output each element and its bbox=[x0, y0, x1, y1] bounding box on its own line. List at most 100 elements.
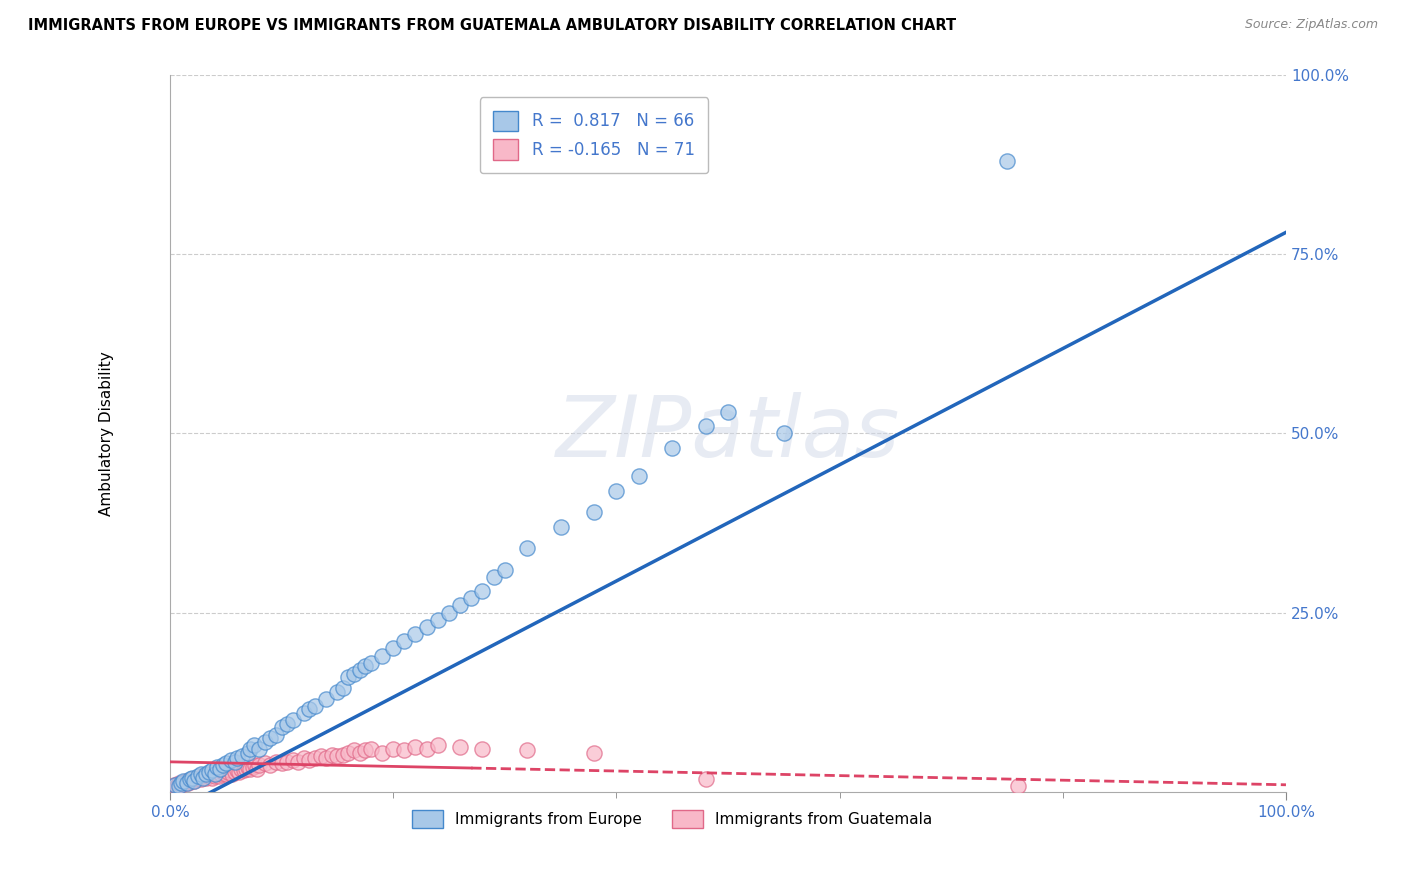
Point bbox=[276, 716, 298, 731]
Point bbox=[349, 663, 371, 677]
Point bbox=[172, 774, 194, 789]
Text: ZIPatlas: ZIPatlas bbox=[555, 392, 900, 475]
Point bbox=[204, 767, 226, 781]
Point bbox=[187, 769, 209, 783]
Point bbox=[661, 441, 683, 455]
Point bbox=[394, 634, 416, 648]
Point bbox=[197, 769, 219, 783]
Point bbox=[253, 735, 276, 749]
Point bbox=[179, 772, 201, 786]
Point bbox=[221, 753, 243, 767]
Point bbox=[201, 764, 224, 778]
Point bbox=[550, 519, 572, 533]
Point bbox=[292, 706, 315, 720]
Point bbox=[582, 746, 605, 760]
Point bbox=[186, 772, 208, 786]
Point bbox=[382, 641, 405, 656]
Point bbox=[281, 753, 304, 767]
Point bbox=[382, 742, 405, 756]
Point bbox=[225, 750, 247, 764]
Point bbox=[516, 743, 538, 757]
Point bbox=[360, 742, 382, 756]
Point bbox=[360, 656, 382, 670]
Point bbox=[276, 755, 298, 769]
Point bbox=[326, 684, 349, 698]
Point bbox=[695, 772, 717, 786]
Point bbox=[247, 757, 270, 772]
Text: IMMIGRANTS FROM EUROPE VS IMMIGRANTS FROM GUATEMALA AMBULATORY DISABILITY CORREL: IMMIGRANTS FROM EUROPE VS IMMIGRANTS FRO… bbox=[28, 18, 956, 33]
Point bbox=[242, 739, 264, 753]
Point bbox=[179, 774, 201, 789]
Point bbox=[605, 483, 627, 498]
Point bbox=[343, 666, 366, 681]
Point bbox=[193, 769, 215, 783]
Point bbox=[717, 405, 740, 419]
Point bbox=[270, 756, 292, 771]
Point bbox=[315, 750, 337, 764]
Point bbox=[177, 776, 200, 790]
Point bbox=[426, 613, 449, 627]
Point bbox=[215, 767, 238, 781]
Point bbox=[349, 746, 371, 760]
Point bbox=[315, 691, 337, 706]
Point bbox=[371, 648, 394, 663]
Point bbox=[221, 767, 243, 781]
Point bbox=[259, 731, 281, 746]
Point bbox=[194, 771, 217, 785]
Point bbox=[167, 776, 190, 790]
Point bbox=[337, 746, 360, 760]
Point bbox=[201, 771, 224, 785]
Point bbox=[415, 620, 437, 634]
Point bbox=[281, 713, 304, 727]
Point bbox=[298, 702, 321, 716]
Point bbox=[695, 419, 717, 434]
Point bbox=[354, 659, 377, 673]
Point bbox=[516, 541, 538, 555]
Point bbox=[449, 599, 471, 613]
Point bbox=[212, 757, 235, 772]
Point bbox=[190, 772, 212, 786]
Point bbox=[582, 505, 605, 519]
Point bbox=[198, 767, 221, 781]
Point bbox=[292, 750, 315, 764]
Point bbox=[494, 563, 516, 577]
Point bbox=[194, 767, 217, 781]
Point bbox=[332, 681, 354, 695]
Point bbox=[264, 728, 287, 742]
Point bbox=[304, 698, 326, 713]
Point bbox=[239, 742, 262, 756]
Point bbox=[181, 772, 204, 786]
Point bbox=[449, 740, 471, 755]
Point bbox=[415, 742, 437, 756]
Point bbox=[394, 743, 416, 757]
Text: Source: ZipAtlas.com: Source: ZipAtlas.com bbox=[1244, 18, 1378, 31]
Point bbox=[208, 769, 231, 783]
Point bbox=[995, 153, 1018, 168]
Point bbox=[167, 779, 190, 793]
Point bbox=[298, 753, 321, 767]
Point bbox=[174, 774, 197, 789]
Point bbox=[204, 769, 226, 783]
Point bbox=[287, 755, 309, 769]
Point bbox=[181, 771, 204, 785]
Point bbox=[627, 469, 650, 483]
Point bbox=[205, 760, 228, 774]
Point bbox=[437, 606, 460, 620]
Point bbox=[326, 749, 349, 764]
Point bbox=[231, 749, 253, 764]
Point bbox=[471, 742, 494, 756]
Point bbox=[217, 764, 239, 779]
Point bbox=[176, 776, 198, 790]
Point bbox=[232, 764, 254, 778]
Point bbox=[170, 776, 193, 790]
Point bbox=[332, 747, 354, 762]
Point bbox=[224, 755, 246, 769]
Point bbox=[426, 739, 449, 753]
Point bbox=[404, 627, 426, 641]
Point bbox=[225, 764, 247, 778]
Point bbox=[337, 670, 360, 684]
Point bbox=[239, 762, 262, 776]
Point bbox=[471, 584, 494, 599]
Point bbox=[219, 764, 242, 778]
Point bbox=[205, 767, 228, 781]
